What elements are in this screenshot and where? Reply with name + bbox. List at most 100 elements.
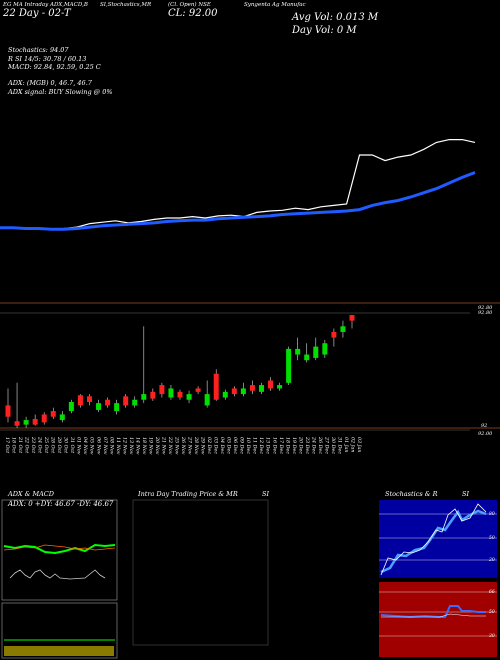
date-tick-label: 31 Dec: [336, 437, 342, 454]
candle-body: [195, 388, 201, 392]
date-tick-label: 11 Dec: [252, 437, 258, 454]
adx-panel-title: ADX & MACD: [8, 490, 54, 498]
candle-body: [50, 411, 56, 417]
candle-body: [141, 394, 147, 400]
candle-body: [150, 391, 156, 399]
candle-body: [295, 348, 301, 355]
date-tick-label: 14 Nov: [134, 437, 140, 455]
date-tick-label: 29 Oct: [56, 436, 62, 453]
date-tick-label: 24 Dec: [310, 436, 316, 454]
stoch-level-50: 50: [489, 536, 495, 541]
rsi-level-66: 66: [489, 590, 495, 595]
candle-body: [186, 394, 192, 400]
candle-body: [68, 402, 74, 412]
date-tick-label: 19 Nov: [147, 437, 153, 455]
date-tick-label: 30 Oct: [63, 437, 69, 453]
intraday-panel-si: SI: [262, 490, 270, 498]
adx-orange-line: [3, 544, 116, 551]
date-tick-label: 18 Oct: [11, 437, 17, 453]
price-axis-top-1: 92.80: [478, 305, 493, 311]
date-tick-label: 17 Oct: [4, 437, 10, 453]
date-tick-label: 01 Nov: [76, 437, 82, 455]
candle-body: [304, 354, 310, 361]
date-tick-label: 18 Nov: [141, 437, 147, 455]
stoch-panel-title: Stochastics & R: [385, 490, 438, 498]
date-tick-label: 17 Dec: [278, 437, 284, 454]
ma-series-1: [0, 171, 476, 231]
price-axis-top-2: 92.80: [478, 310, 493, 316]
rsi-level-50: 50: [489, 610, 495, 615]
date-tick-label: 25 Nov: [174, 436, 180, 455]
date-tick-label: 21 Nov: [160, 436, 166, 455]
date-tick-label: 26 Dec: [317, 436, 323, 454]
ma-series-0: [0, 139, 476, 231]
date-tick-label: 12 Nov: [121, 437, 127, 455]
date-tick-label: 21 Oct: [17, 436, 23, 453]
adx-green-line: [3, 543, 116, 555]
macd-histogram: [4, 646, 114, 656]
candle-body: [159, 385, 165, 395]
date-tick-label: 22 Nov: [167, 436, 173, 455]
date-tick-label: 26 Nov: [180, 436, 186, 455]
adx-values: ADX: 0 +DY: 46.67 -DY: 46.67: [8, 500, 114, 508]
candle-body: [59, 414, 65, 421]
candle-body: [249, 385, 255, 391]
date-tick-label: 20 Nov: [154, 436, 160, 455]
stoch-level-20: 20: [489, 558, 495, 563]
avg-vol-label: Avg Vol: 0.013 M: [292, 12, 379, 23]
date-tick-label: 29 Nov: [200, 436, 206, 455]
adx-readout: ADX: (MGB) 0, 46.7, 46.7: [8, 79, 92, 87]
date-tick-label: 07 Nov: [102, 437, 108, 455]
intraday-panel-title: Intra Day Trading Price & MR: [138, 490, 238, 498]
adx-signal-readout: ADX signal: BUY Slowing @ 0%: [8, 88, 113, 96]
date-tick-label: 22 Oct: [24, 436, 30, 453]
candle-body: [5, 405, 11, 417]
date-label: 22 Day - 02-T: [3, 8, 71, 19]
candle-body: [96, 403, 102, 410]
date-tick-label: 25 Oct: [43, 436, 49, 453]
date-tick-label: 13 Nov: [128, 437, 134, 455]
stoch-white-line: [380, 503, 487, 576]
rsi-white-line: [381, 613, 486, 618]
date-tick-label: 06 Nov: [95, 437, 101, 455]
date-tick-label: 23 Oct: [30, 436, 36, 453]
date-tick-label: 28 Oct: [50, 436, 56, 453]
date-tick-label: 13 Dec: [265, 437, 271, 454]
candle-body: [86, 396, 92, 403]
intraday-panel: [132, 499, 269, 646]
date-tick-label: 04 Dec: [219, 437, 225, 454]
date-tick-label: 08 Nov: [108, 437, 114, 455]
adx-panel: [1, 499, 118, 601]
date-tick-label: 02 Jan: [350, 437, 356, 453]
candle-body: [41, 414, 47, 423]
candle-body: [177, 391, 183, 398]
date-tick-label: 19 Dec: [291, 437, 297, 454]
close-label: CL: 92.00: [168, 8, 218, 19]
candle-body: [77, 395, 83, 406]
candle-body: [286, 348, 292, 383]
candle-body: [331, 331, 337, 338]
candle-body: [240, 388, 246, 395]
candle-body: [268, 380, 274, 389]
stoch-level-80: 80: [489, 512, 495, 517]
price-axis-bottom-1: 92: [481, 423, 488, 429]
candle-body: [14, 421, 20, 426]
date-tick-label: 05 Nov: [89, 437, 95, 455]
candle-body: [349, 315, 355, 321]
date-tick-label: 18 Dec: [284, 437, 290, 454]
date-tick-label: 11 Nov: [115, 437, 121, 455]
header-line2: SI,Stochastics,MR: [100, 2, 152, 8]
date-tick-label: 28 Nov: [193, 436, 199, 455]
day-vol-label: Day Vol: 0 M: [292, 25, 357, 36]
rsi-level-30: 30: [489, 634, 495, 639]
date-tick-label: 27 Dec: [323, 436, 329, 454]
header-line3: (Cl. Open) NSE: [168, 2, 211, 8]
date-tick-label: 24 Oct: [37, 436, 43, 453]
date-tick-label: 10 Dec: [245, 437, 251, 454]
date-tick-label: 30 Dec: [330, 437, 336, 454]
candle-body: [123, 396, 129, 406]
candle-body: [277, 385, 283, 389]
macd-readout: MACD: 92.84, 92.59, 0.25 C: [8, 63, 101, 71]
candle-body: [168, 388, 174, 398]
